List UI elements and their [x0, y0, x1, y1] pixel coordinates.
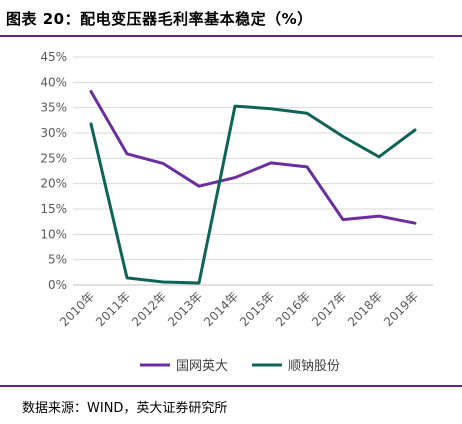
y-tick-label: 40%: [40, 75, 67, 89]
legend: 国网英大 顺钠股份: [140, 359, 340, 374]
figure-title: 图表 20：配电变压器毛利率基本稳定（%）: [6, 10, 313, 28]
x-tick-label: 2019年: [381, 289, 421, 329]
x-tick-label: 2015年: [237, 289, 277, 329]
y-tick-label: 10%: [40, 227, 67, 241]
series-line-2: [89, 104, 417, 285]
series-line-1: [89, 90, 417, 225]
x-tick-label: 2017年: [309, 289, 349, 329]
y-tick-label: 35%: [40, 101, 67, 115]
source-note: 数据来源：WIND，英大证券研究所: [22, 401, 228, 416]
x-tick-label: 2013年: [165, 289, 205, 329]
y-tick-label: 20%: [40, 177, 67, 191]
x-tick-label: 2016年: [273, 289, 313, 329]
y-axis-tick-labels: 0% 5% 10% 15% 20% 25% 30% 35% 40% 45%: [40, 50, 67, 292]
series-lines: [89, 90, 417, 285]
legend-label: 顺钠股份: [288, 359, 340, 374]
y-tick-label: 5%: [48, 253, 67, 267]
y-tick-label: 0%: [48, 278, 67, 292]
y-tick-label: 15%: [40, 202, 67, 216]
x-tick-label: 2014年: [201, 289, 241, 329]
x-tick-label: 2012年: [129, 289, 169, 329]
gridlines: [73, 56, 433, 286]
line-chart: 0%5%10%15%20%25%30%35%40%45% 2010年2011年2…: [40, 50, 433, 374]
x-tick-label: 2018年: [345, 289, 385, 329]
title-rule: [0, 35, 462, 37]
y-tick-label: 30%: [40, 126, 67, 140]
y-tick-label: 25%: [40, 151, 67, 165]
x-axis-tick-labels: 2010年2011年2012年2013年2014年2015年2016年2017年…: [57, 289, 421, 329]
legend-label: 国网英大: [176, 359, 228, 374]
source-rule: [0, 385, 462, 387]
x-tick-label: 2011年: [93, 289, 133, 329]
x-tick-label: 2010年: [57, 289, 97, 329]
y-tick-label: 45%: [40, 50, 67, 64]
